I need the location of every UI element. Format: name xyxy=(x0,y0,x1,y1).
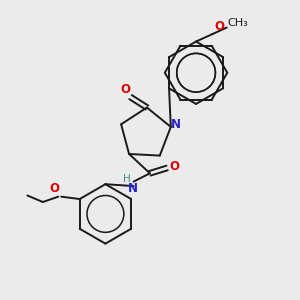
Text: CH₃: CH₃ xyxy=(228,17,249,28)
Text: O: O xyxy=(50,182,60,195)
Text: N: N xyxy=(171,118,181,131)
Text: N: N xyxy=(128,182,138,195)
Text: O: O xyxy=(120,82,130,96)
Text: O: O xyxy=(169,160,179,173)
Text: H: H xyxy=(123,174,131,184)
Text: O: O xyxy=(214,20,224,33)
